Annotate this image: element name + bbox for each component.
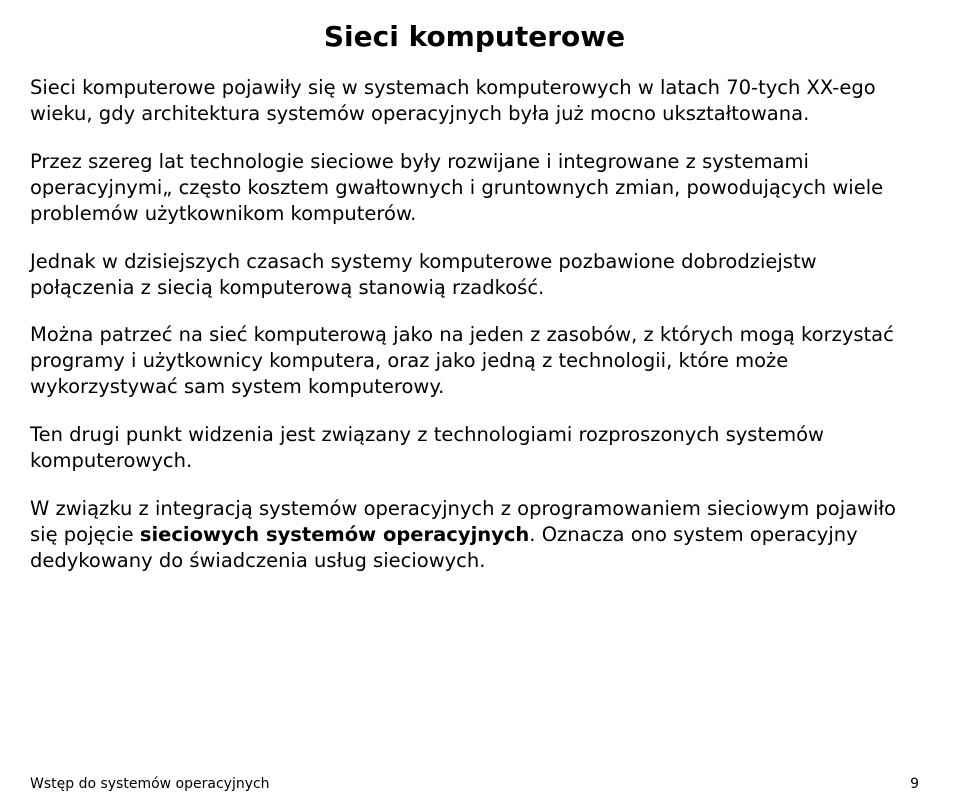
- paragraph-3: Jednak w dzisiejszych czasach systemy ko…: [30, 249, 919, 301]
- paragraph-6b-bold: sieciowych systemów operacyjnych: [140, 523, 529, 546]
- paragraph-1: Sieci komputerowe pojawiły się w systema…: [30, 75, 919, 127]
- page-footer: Wstęp do systemów operacyjnych 9: [30, 776, 919, 792]
- paragraph-2: Przez szereg lat technologie sieciowe by…: [30, 149, 919, 227]
- footer-left: Wstęp do systemów operacyjnych: [30, 776, 270, 792]
- paragraph-5: Ten drugi punkt widzenia jest związany z…: [30, 422, 919, 474]
- paragraph-6: W związku z integracją systemów operacyj…: [30, 496, 919, 574]
- body-text: Sieci komputerowe pojawiły się w systema…: [30, 75, 919, 776]
- paragraph-4: Można patrzeć na sieć komputerową jako n…: [30, 322, 919, 400]
- footer-page-number: 9: [910, 776, 919, 792]
- page-title: Sieci komputerowe: [30, 20, 919, 53]
- document-page: Sieci komputerowe Sieci komputerowe poja…: [0, 0, 959, 810]
